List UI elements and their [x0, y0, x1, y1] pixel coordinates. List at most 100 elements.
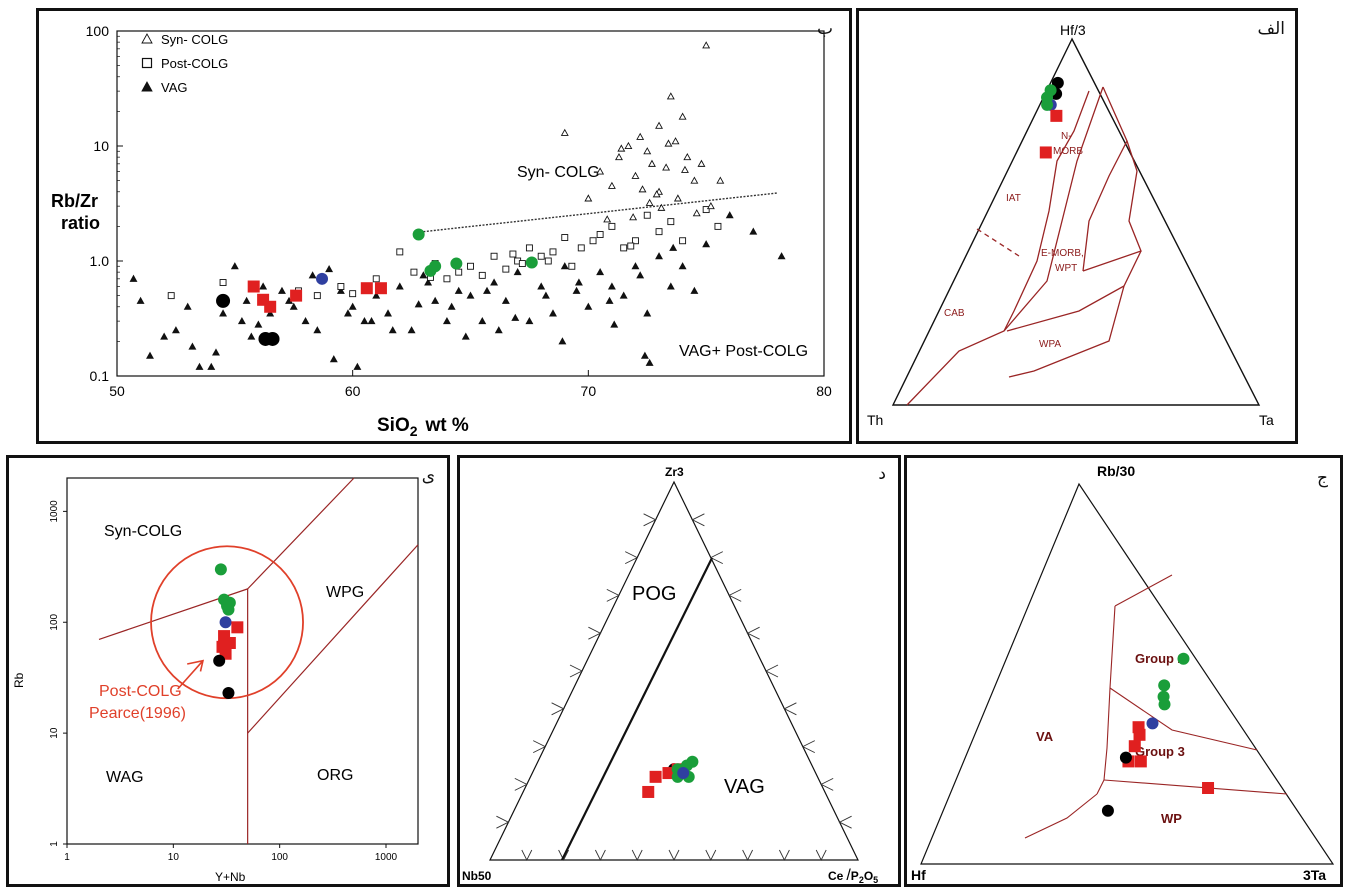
- vag-point: [301, 317, 310, 325]
- sample-point: [525, 256, 538, 269]
- post-colg-point: [455, 268, 463, 276]
- post-colg-point: [577, 244, 585, 252]
- iat-dashed-line: [976, 228, 1020, 257]
- edge-tick: [594, 849, 606, 862]
- sample-point: [214, 563, 227, 576]
- edge-tick: [521, 849, 533, 862]
- vag-point: [336, 286, 345, 294]
- plot-frame: [66, 477, 419, 845]
- edge-tick: [820, 777, 834, 791]
- syn-colg-point: [584, 194, 593, 202]
- post-colg-point: [714, 222, 722, 230]
- apex-top: Zr3: [665, 465, 684, 479]
- y-tick-label: 10: [93, 138, 109, 154]
- annotation-syn-colg: Syn- COLG: [517, 164, 600, 181]
- edge-tick: [728, 588, 742, 602]
- ternary-frame: [920, 482, 1335, 865]
- post-colg-point: [478, 271, 486, 279]
- vag-point: [367, 317, 376, 325]
- field-label-group2: Group 2: [1135, 651, 1185, 666]
- vag-point: [207, 362, 216, 370]
- annotation-post-colg: Post-COLG: [99, 683, 182, 700]
- edge-tick: [838, 815, 852, 829]
- vag-point: [466, 291, 475, 299]
- edge-tick: [551, 702, 565, 716]
- post-colg-point: [372, 275, 380, 283]
- vag-point: [572, 286, 581, 294]
- y-tick-label: 10: [49, 727, 60, 739]
- vag-point: [725, 211, 734, 219]
- field-label-syn-colg: Syn-COLG: [104, 523, 182, 540]
- post-colg-point: [502, 265, 510, 273]
- vag-point: [560, 262, 569, 270]
- vag-point: [237, 317, 246, 325]
- apex-right-main: Ce: [828, 869, 844, 883]
- post-colg-point: [549, 248, 557, 256]
- vag-point: [690, 286, 699, 294]
- edge-tick: [801, 740, 816, 754]
- y-tick-label: 100: [86, 23, 110, 39]
- field-label-wpa: WPA: [1039, 339, 1061, 350]
- vag-point: [643, 309, 652, 317]
- vag-point: [666, 282, 675, 290]
- field-boundary: [1082, 140, 1142, 272]
- vag-point: [511, 313, 520, 321]
- vag-point: [447, 302, 456, 310]
- vag-point: [219, 309, 228, 317]
- sample-point: [424, 264, 437, 277]
- legend-symbol: [141, 81, 153, 92]
- edge-tick: [606, 588, 620, 602]
- vag-point: [325, 264, 334, 273]
- syn-colg-point: [652, 190, 661, 198]
- post-colg-point: [561, 234, 569, 241]
- apex-right: Ta: [1259, 412, 1274, 428]
- edge-tick: [558, 849, 570, 862]
- sample-point: [219, 616, 232, 629]
- vag-point: [541, 291, 550, 299]
- sample-point: [1041, 98, 1054, 111]
- apex-left: Hf: [911, 867, 926, 883]
- field-label-iat: IAT: [1006, 193, 1021, 204]
- vag-point: [230, 262, 239, 270]
- vag-point: [501, 296, 510, 304]
- vag-point: [171, 326, 180, 334]
- field-label-cab: CAB: [944, 308, 965, 319]
- syn-colg-point: [683, 153, 692, 161]
- vag-point: [348, 302, 357, 310]
- vag-point: [188, 342, 197, 350]
- xlabel-sub: 2: [410, 423, 418, 439]
- vag-point: [212, 348, 220, 356]
- panel-label-b: ب: [816, 19, 833, 39]
- sample-point: [1050, 109, 1063, 122]
- x-tick-label: 1000: [375, 852, 398, 863]
- vag-point: [605, 296, 614, 304]
- sample-point: [264, 300, 277, 313]
- edge-tick: [778, 849, 790, 862]
- post-colg-point: [167, 292, 175, 300]
- plot-frame: [116, 30, 825, 377]
- sample-point: [265, 331, 280, 346]
- sample-point: [216, 293, 231, 308]
- vag-point: [343, 309, 352, 317]
- annotation-vag-post-colg: VAG+ Post-COLG: [679, 343, 808, 360]
- post-colg-point: [443, 275, 451, 283]
- vag-point: [513, 268, 522, 276]
- post-colg-point: [349, 290, 357, 298]
- sample-point: [1051, 76, 1064, 89]
- vag-point: [431, 296, 440, 304]
- edge-tick: [783, 702, 797, 716]
- syn-colg-point: [697, 159, 706, 167]
- panel-ye: ی Rb Y+Nb Syn-COLG WPG WAG ORG Post-COLG…: [6, 455, 450, 887]
- xlabel-main: SiO: [377, 415, 410, 436]
- x-tick-label: 10: [168, 852, 180, 863]
- post-colg-point: [525, 244, 533, 252]
- vag-point: [478, 317, 487, 325]
- edge-tick: [532, 740, 547, 754]
- field-boundary: [1008, 285, 1125, 378]
- vag-point: [388, 326, 397, 334]
- field-label-wpg: WPG: [326, 584, 364, 601]
- syn-colg-point: [607, 181, 616, 189]
- annotation-arrow-head: [187, 659, 205, 672]
- vag-point: [749, 227, 758, 235]
- syn-colg-point: [560, 128, 569, 136]
